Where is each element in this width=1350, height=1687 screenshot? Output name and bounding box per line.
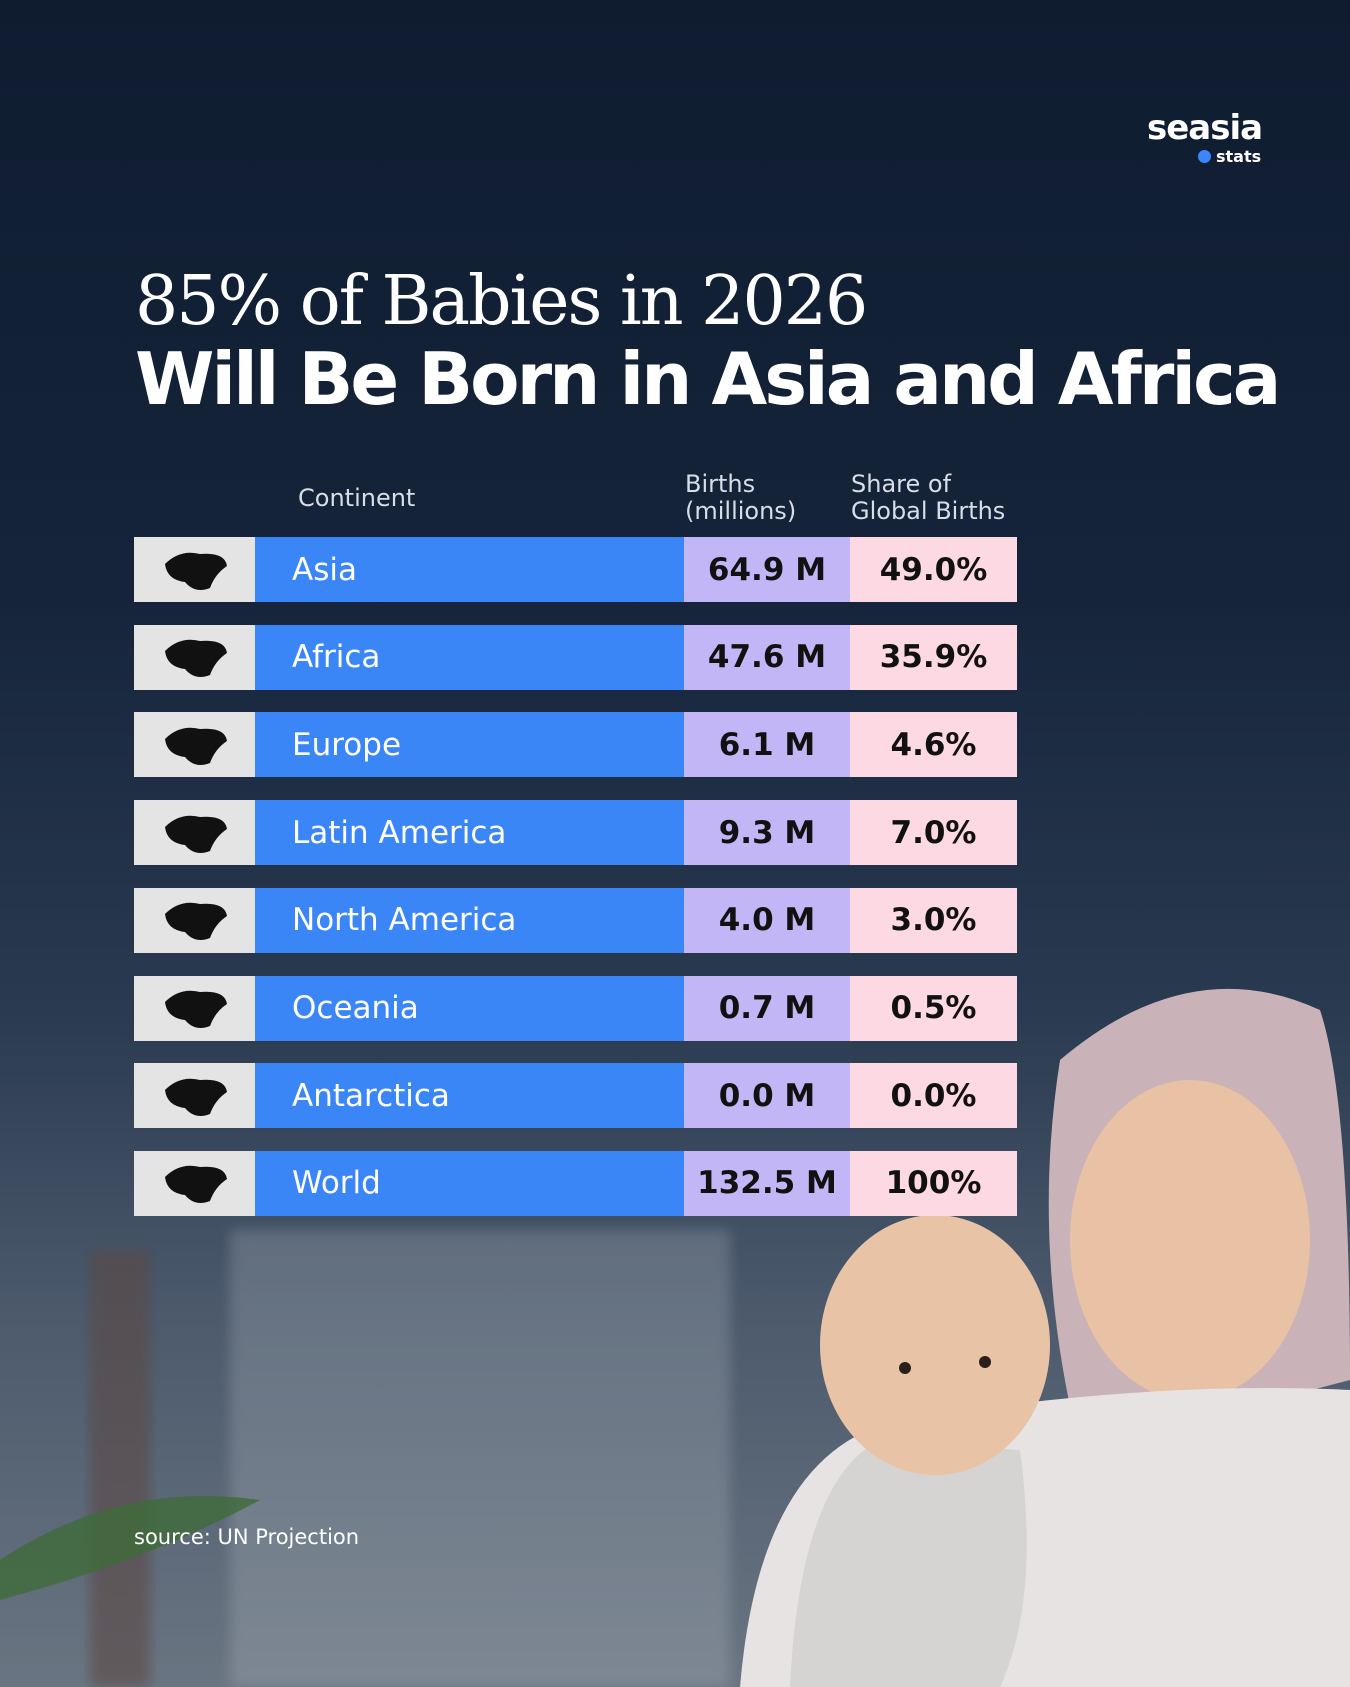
cell-share: 3.0% <box>850 887 1017 953</box>
logo-sub-text: stats <box>1216 147 1262 166</box>
window <box>230 1230 730 1687</box>
baby-face <box>820 1215 1050 1475</box>
cell-births: 47.6 M <box>684 624 850 690</box>
cell-name: Asia <box>255 537 684 602</box>
table-row: Oceania 0.7 M 0.5% <box>134 975 1017 1041</box>
baby-eye <box>979 1356 991 1368</box>
map-silhouette <box>164 639 227 678</box>
cell-name: Antarctica <box>255 1063 684 1129</box>
logo-sub: stats <box>1198 147 1261 166</box>
table-row: Antarctica 0.0 M 0.0% <box>134 1063 1017 1129</box>
column-header: Continent <box>298 484 416 512</box>
map-silhouette <box>164 990 227 1028</box>
cell-share: 7.0% <box>850 800 1017 866</box>
continent-icon <box>134 712 255 778</box>
cell-share: 0.5% <box>850 975 1017 1041</box>
cell-births: 4.0 M <box>684 887 850 953</box>
baby-clothes <box>790 1440 1027 1687</box>
continent-icon <box>134 624 255 690</box>
map-shape <box>164 1078 227 1116</box>
map-silhouette <box>164 815 227 853</box>
map-shape <box>164 639 227 678</box>
map-shape <box>164 727 227 765</box>
curtain <box>90 1250 150 1687</box>
map-shape <box>164 552 227 590</box>
cell-share: 0.0% <box>850 1063 1017 1129</box>
map-silhouette <box>164 727 227 765</box>
continent-icon <box>134 1150 255 1216</box>
continent-icon <box>134 887 255 953</box>
map-silhouette <box>164 1078 227 1116</box>
source: source: UN Projection <box>134 1525 360 1549</box>
table-row: Africa 47.6 M 35.9% <box>134 624 1017 690</box>
cell-name: Africa <box>255 624 684 690</box>
table-row: World 132.5 M 100% <box>134 1150 1017 1216</box>
map-silhouette <box>164 1166 227 1204</box>
map-shape <box>164 990 227 1028</box>
map-shape <box>164 1166 227 1204</box>
title-line: Will Be Born in Asia and Africa <box>135 337 1281 421</box>
cell-name: Oceania <box>255 975 684 1041</box>
cell-name: Latin America <box>255 800 684 866</box>
map-shape <box>164 903 227 941</box>
cell-name: North America <box>255 887 684 953</box>
table-row: North America 4.0 M 3.0% <box>134 887 1017 953</box>
continent-icon <box>134 800 255 866</box>
mother-face <box>1070 1080 1310 1400</box>
plant-leaf <box>0 1496 260 1600</box>
column-header: Births (millions) <box>685 470 797 525</box>
cell-share: 49.0% <box>850 537 1017 602</box>
table-row: Europe 6.1 M 4.6% <box>134 712 1017 778</box>
logo-name: seasia <box>1147 108 1263 148</box>
cell-births: 9.3 M <box>684 800 850 866</box>
table-row: Asia 64.9 M 49.0% <box>134 537 1017 602</box>
map-silhouette <box>164 903 227 941</box>
cell-births: 64.9 M <box>684 537 850 602</box>
cell-share: 4.6% <box>850 712 1017 778</box>
cell-births: 6.1 M <box>684 712 850 778</box>
logo-dot <box>1198 150 1211 163</box>
map-silhouette <box>164 552 227 590</box>
continent-icon <box>134 975 255 1041</box>
column-header: Share of Global Births <box>851 470 1006 525</box>
cell-births: 0.0 M <box>684 1063 850 1129</box>
cell-name: Europe <box>255 712 684 778</box>
table-row: Latin America 9.3 M 7.0% <box>134 800 1017 866</box>
cell-share: 35.9% <box>850 624 1017 690</box>
continent-icon <box>134 537 255 602</box>
title-line: 85% of Babies in 2026 <box>135 262 868 341</box>
cell-share: 100% <box>850 1150 1017 1216</box>
cell-births: 0.7 M <box>684 975 850 1041</box>
cell-births: 132.5 M <box>684 1150 850 1216</box>
baby-eye <box>899 1362 911 1374</box>
continent-icon <box>134 1063 255 1129</box>
cell-name: World <box>255 1150 684 1216</box>
map-shape <box>164 815 227 853</box>
